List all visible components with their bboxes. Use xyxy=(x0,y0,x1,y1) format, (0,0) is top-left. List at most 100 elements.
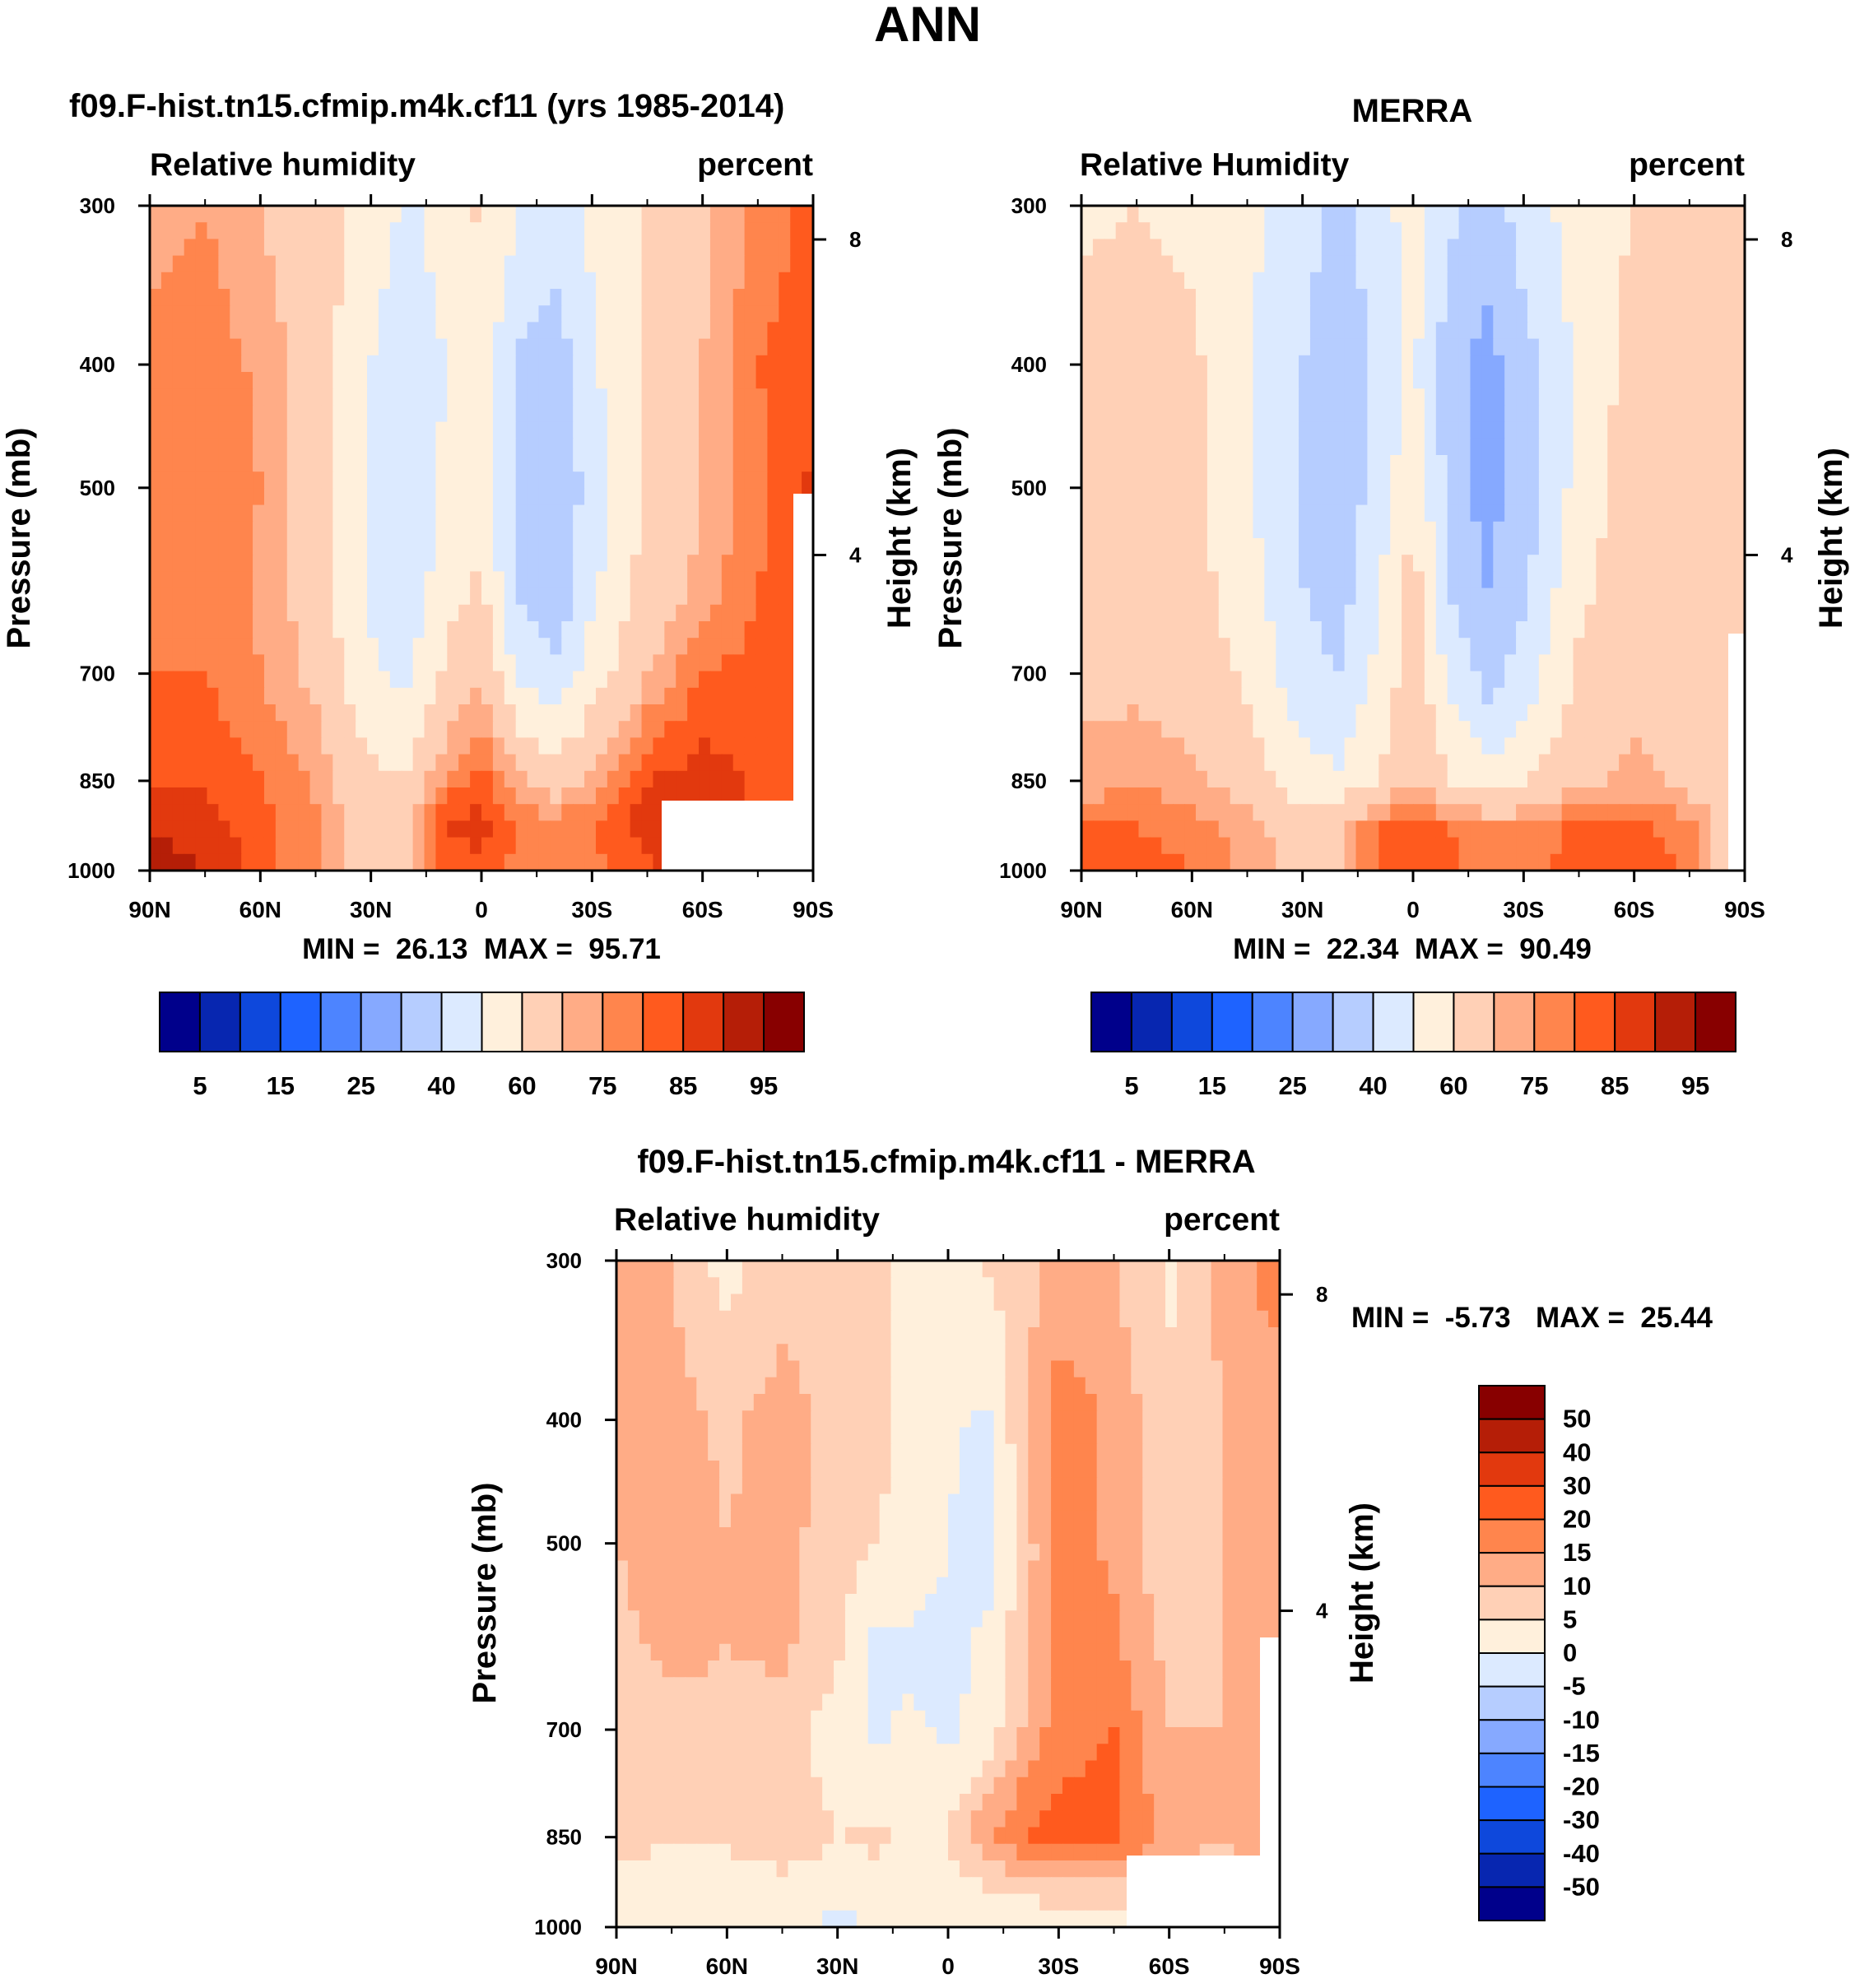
field-cell xyxy=(424,322,437,340)
field-cell xyxy=(1527,305,1540,323)
field-cell xyxy=(150,604,162,622)
field-cell xyxy=(584,820,597,838)
field-cell xyxy=(1104,837,1117,855)
field-cell xyxy=(1127,338,1140,356)
field-cell xyxy=(1458,621,1471,639)
field-cell xyxy=(721,555,734,573)
field-cell xyxy=(1653,355,1666,373)
field-cell xyxy=(1367,272,1380,290)
field-cell xyxy=(1687,737,1700,755)
field-cell xyxy=(767,638,780,656)
field-cell xyxy=(1596,671,1609,689)
field-cell xyxy=(241,405,253,423)
field-cell xyxy=(1378,504,1392,523)
field-cell xyxy=(1413,571,1425,589)
field-cell xyxy=(492,555,505,573)
field-cell xyxy=(802,338,813,356)
field-cell xyxy=(172,754,185,772)
field-cell xyxy=(1447,737,1460,755)
field-cell xyxy=(1435,455,1448,473)
field-cell xyxy=(1115,754,1128,772)
field-cell xyxy=(1344,488,1357,506)
field-cell xyxy=(1402,555,1414,573)
field-cell xyxy=(1687,621,1700,639)
field-cell xyxy=(1481,255,1495,273)
field-cell xyxy=(275,421,288,439)
field-cell xyxy=(744,272,757,290)
field-cell xyxy=(538,222,551,240)
field-cell xyxy=(1504,571,1517,589)
field-cell xyxy=(195,687,208,705)
field-cell xyxy=(618,239,631,257)
field-cell xyxy=(492,305,505,323)
field-cell xyxy=(607,787,620,806)
field-cell xyxy=(1127,239,1140,257)
field-cell xyxy=(618,654,631,672)
field-cell xyxy=(811,1277,824,1295)
field-cell xyxy=(1241,588,1254,606)
field-cell xyxy=(1664,820,1677,838)
field-cell xyxy=(1309,322,1323,340)
field-cell xyxy=(1206,571,1220,589)
field-cell xyxy=(515,338,528,356)
field-cell xyxy=(755,206,769,224)
field-cell xyxy=(1653,555,1666,573)
field-cell xyxy=(435,555,449,573)
field-cell xyxy=(1230,704,1243,722)
field-cell xyxy=(1264,239,1277,257)
field-cell xyxy=(207,255,220,273)
field-cell xyxy=(286,421,300,439)
field-cell xyxy=(1516,654,1528,672)
field-cell xyxy=(630,272,643,290)
field-cell xyxy=(1115,455,1128,473)
field-cell xyxy=(630,804,643,822)
field-cell xyxy=(527,787,540,806)
field-cell xyxy=(1092,455,1105,473)
field-cell xyxy=(1596,820,1609,838)
field-cell xyxy=(332,621,346,639)
field-cell xyxy=(538,837,551,855)
field-cell xyxy=(1676,588,1689,606)
field-cell xyxy=(1173,355,1185,373)
field-cell xyxy=(755,488,769,506)
field-cell xyxy=(1687,521,1700,539)
field-cell xyxy=(515,820,528,838)
field-cell xyxy=(263,471,277,490)
field-cell xyxy=(218,421,231,439)
field-cell xyxy=(275,704,288,722)
field-cell xyxy=(1299,588,1311,606)
field-cell xyxy=(332,355,346,373)
field-cell xyxy=(344,621,357,639)
field-cell xyxy=(470,504,482,523)
field-cell xyxy=(1127,206,1140,224)
field-cell xyxy=(744,687,757,705)
field-cell xyxy=(412,571,425,589)
field-cell xyxy=(699,704,711,722)
field-cell xyxy=(641,787,654,806)
field-cell xyxy=(1504,289,1517,307)
field-cell xyxy=(676,372,689,390)
field-cell xyxy=(458,671,472,689)
field-cell xyxy=(1458,787,1471,806)
field-cell xyxy=(412,737,425,755)
field-cell xyxy=(1104,754,1117,772)
field-cell xyxy=(1641,504,1654,523)
field-cell xyxy=(218,239,231,257)
field-cell xyxy=(1332,255,1346,273)
model-missing-edge xyxy=(793,494,813,871)
field-cell xyxy=(1241,372,1254,390)
x-tick-label: 90S xyxy=(793,897,834,922)
field-cell xyxy=(1309,488,1323,506)
field-cell xyxy=(1161,737,1174,755)
field-cell xyxy=(389,504,402,523)
field-cell xyxy=(699,405,711,423)
field-cell xyxy=(618,222,631,240)
field-cell xyxy=(708,1261,720,1279)
field-cell xyxy=(1138,438,1151,456)
field-cell xyxy=(550,621,563,639)
field-cell xyxy=(1253,289,1266,307)
field-cell xyxy=(1218,504,1231,523)
field-cell xyxy=(412,471,425,490)
field-cell xyxy=(150,704,162,722)
field-cell xyxy=(1516,837,1528,855)
